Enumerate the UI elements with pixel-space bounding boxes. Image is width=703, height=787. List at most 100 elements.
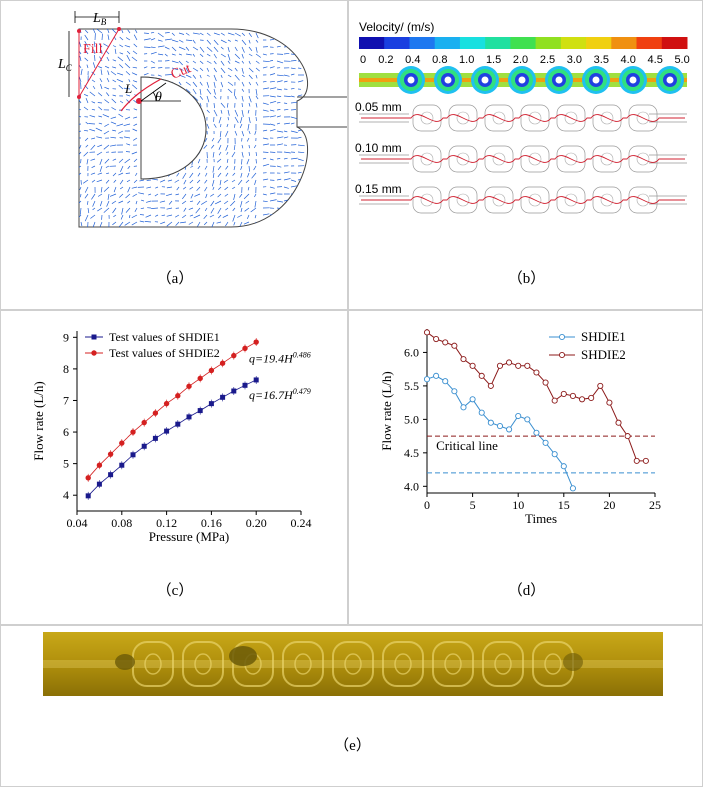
velocity-arrow [241, 151, 244, 158]
velocity-arrow [188, 207, 194, 210]
velocity-arrow [262, 193, 267, 196]
velocity-arrow [283, 74, 290, 77]
y-tick-label: 5.5 [404, 379, 419, 393]
velocity-arrow [192, 95, 199, 101]
data-point [524, 362, 531, 369]
lc-label: LC [57, 57, 73, 73]
velocity-arrow [150, 66, 156, 69]
velocity-arrow [171, 74, 176, 78]
velocity-arrow [262, 53, 267, 56]
channel-cell-core [420, 152, 434, 166]
velocity-arrow [192, 67, 199, 72]
velocity-arrow [171, 60, 179, 64]
velocity-arrow [283, 136, 289, 139]
velocity-arrow [133, 179, 138, 183]
velocity-arrow [246, 137, 250, 142]
channel-cell [628, 145, 658, 173]
velocity-arrow [85, 144, 89, 148]
data-point [208, 367, 215, 374]
photo-cell-core [544, 653, 562, 675]
velocity-arrow [161, 214, 166, 217]
velocity-arrow [206, 60, 212, 64]
data-point [451, 342, 458, 349]
velocity-arrow [125, 71, 131, 76]
photo-stain [229, 646, 257, 666]
velocity-arrow [151, 207, 159, 209]
velocity-arrow [135, 200, 138, 205]
velocity-arrow [199, 46, 205, 53]
velocity-arrow [241, 158, 243, 165]
velocity-arrow [99, 158, 103, 166]
colorbar-segment [586, 37, 612, 49]
velocity-arrow [241, 88, 245, 92]
velocity-arrow [189, 200, 194, 203]
legend-marker [91, 350, 97, 356]
velocity-arrow [290, 157, 298, 160]
velocity-arrow [84, 41, 89, 48]
velocity-arrow [204, 179, 208, 184]
colorbar-tick: 1.5 [486, 54, 501, 66]
velocity-arrow [220, 102, 226, 108]
velocity-arrow [283, 130, 288, 133]
velocity-arrow [157, 39, 163, 42]
fit-equation: q=16.7H0.479 [249, 387, 311, 402]
channel-cell-core [528, 152, 542, 166]
velocity-arrow [218, 116, 222, 124]
velocity-arrow [219, 179, 222, 186]
velocity-arrow [223, 200, 229, 205]
velocity-arrow [86, 64, 89, 69]
velocity-arrow [157, 67, 163, 69]
velocity-arrow [199, 53, 204, 57]
velocity-arrow [248, 39, 251, 44]
velocity-arrow [297, 101, 303, 104]
data-point [141, 419, 147, 426]
caption-a: （a） [156, 271, 194, 287]
velocity-arrow [255, 88, 258, 96]
velocity-arrow [112, 172, 117, 177]
channel-cell [592, 104, 622, 132]
velocity-arrow [99, 78, 103, 83]
velocity-arrow [119, 44, 124, 48]
velocity-arrow [155, 214, 159, 217]
velocity-arrow [276, 130, 284, 133]
velocity-arrow [218, 214, 222, 219]
velocity-arrow [166, 193, 173, 197]
colorbar-tick: 0.8 [432, 54, 447, 66]
velocity-arrow [255, 95, 259, 100]
velocity-arrow [297, 109, 301, 112]
velocity-arrow [94, 54, 96, 62]
velocity-arrow [204, 186, 208, 192]
velocity-arrow [232, 207, 236, 212]
velocity-arrow [103, 130, 110, 135]
flow-pressure-chart: 0.04 0.08 0.12 0.16 0.20 0.24 4 5 6 7 8 9 Pressure (… [31, 330, 312, 544]
velocity-arrow [139, 214, 145, 216]
velocity-arrow [125, 151, 131, 153]
velocity-arrow [164, 32, 170, 34]
theta-label: θ [155, 90, 162, 105]
velocity-arrow [204, 207, 208, 212]
velocity-arrow [99, 200, 103, 207]
velocity-arrow [220, 74, 223, 78]
velocity-arrow [178, 81, 182, 86]
velocity-arrow [199, 60, 204, 64]
velocity-arrow [92, 85, 96, 90]
velocity-arrow [121, 207, 124, 215]
x-tick-label: 25 [649, 498, 661, 512]
y-tick-label: 5 [63, 457, 69, 471]
row-label-1: 0.05 mm [355, 100, 402, 114]
velocity-arrow [276, 80, 283, 83]
velocity-arrow [150, 38, 156, 41]
colorbar-segment [359, 37, 385, 49]
velocity-arrow [241, 102, 243, 108]
colorbar-segment [459, 37, 486, 49]
velocity-arrow [112, 221, 117, 226]
data-point [433, 335, 440, 343]
velocity-arrow [240, 207, 243, 213]
velocity-arrow [87, 207, 90, 214]
channel-cell-core [564, 111, 578, 125]
velocity-arrow [199, 74, 202, 79]
caption-d: （d） [507, 583, 546, 599]
velocity-arrow [113, 179, 117, 183]
data-point [560, 463, 567, 470]
contour-cell-core [518, 76, 526, 84]
